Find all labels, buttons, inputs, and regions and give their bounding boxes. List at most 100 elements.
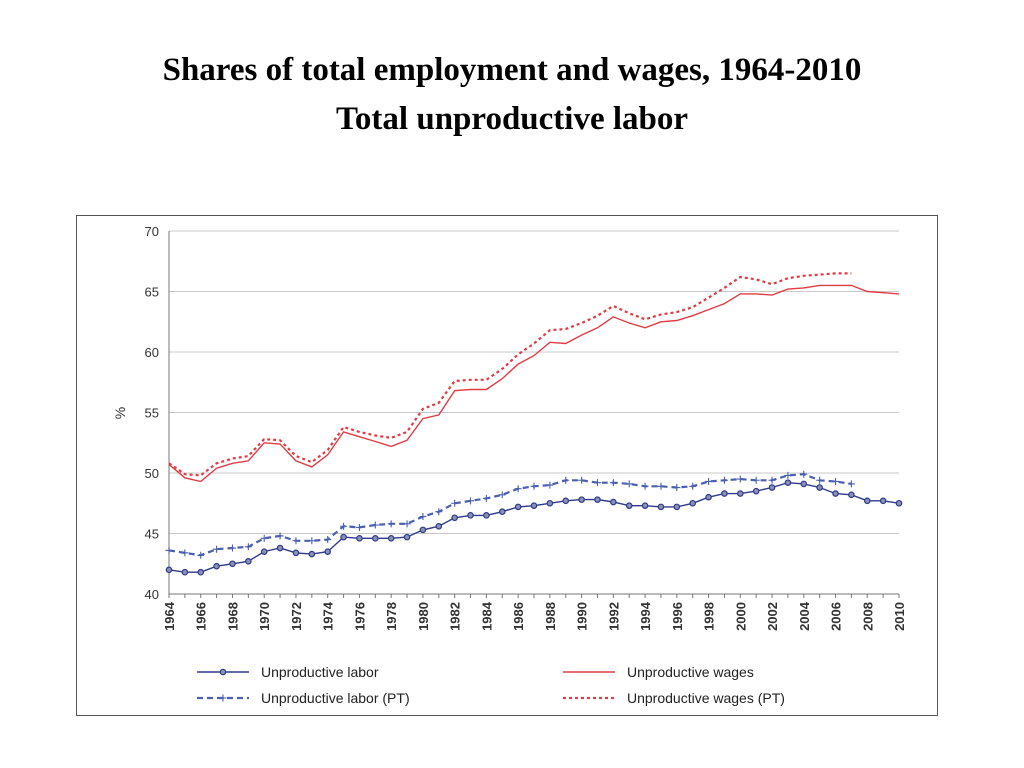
data-point — [435, 522, 443, 530]
data-point — [768, 484, 776, 491]
data-point — [895, 499, 903, 507]
data-point — [879, 497, 887, 505]
x-tick-label: 1990 — [575, 602, 590, 631]
data-point — [482, 494, 490, 502]
data-point — [419, 513, 427, 521]
data-point — [181, 549, 189, 557]
data-point — [419, 526, 427, 534]
series-line — [168, 473, 852, 557]
y-tick-label: 45 — [145, 527, 159, 542]
series-line — [168, 272, 852, 477]
grid-lines — [169, 230, 899, 534]
x-tick-label: 2000 — [733, 602, 748, 631]
data-point — [219, 668, 227, 676]
data-point — [228, 544, 236, 552]
data-point — [562, 497, 570, 505]
data-point — [784, 479, 792, 486]
y-tick-label: 60 — [145, 345, 159, 360]
legend-item: Unproductive labor — [197, 664, 379, 680]
data-point — [387, 520, 395, 528]
slide-subtitle: Total unproductive labor — [335, 101, 689, 137]
data-point — [752, 476, 760, 484]
data-point — [800, 480, 808, 488]
data-point — [768, 476, 776, 484]
x-tick-label: 1994 — [638, 601, 653, 631]
legend-label: Unproductive labor (PT) — [261, 690, 410, 706]
series-line — [168, 481, 900, 573]
legend-item: Unproductive labor (PT) — [197, 690, 410, 706]
data-point — [578, 496, 585, 503]
data-point — [800, 470, 808, 478]
x-tick-label: 1982 — [448, 602, 463, 631]
data-point — [260, 534, 268, 542]
data-point — [578, 476, 586, 484]
data-point — [593, 479, 601, 487]
line-chart: 40 45 50 55 60 65 70 1964 1966 1968 1970 1972 1974 19… — [112, 224, 907, 706]
data-point — [610, 498, 617, 506]
data-point — [403, 520, 411, 528]
data-point — [260, 548, 268, 555]
x-tick-label: 2002 — [765, 602, 780, 631]
chart-frame: 40 45 50 55 60 65 70 1964 1966 1968 1970 1972 1974 19… — [76, 215, 938, 716]
axes: 40 45 50 55 60 65 70 1964 1966 1968 1970 1972 1974 19… — [145, 224, 907, 631]
x-tick-label: 1986 — [511, 602, 526, 631]
x-tick-label: 1964 — [162, 601, 177, 631]
data-point — [308, 550, 316, 558]
data-point — [219, 694, 227, 702]
x-tick-label: 1972 — [289, 602, 304, 631]
series-lines — [168, 272, 900, 573]
data-point — [847, 480, 855, 488]
x-tick-label: 2008 — [860, 602, 875, 631]
legend-item: Unproductive wages (PT) — [563, 690, 785, 706]
legend-item: Unproductive wages — [563, 664, 754, 680]
data-point — [387, 535, 395, 542]
data-point — [324, 536, 332, 544]
y-tick-label: 65 — [145, 285, 159, 300]
y-tick-label: 70 — [145, 224, 159, 239]
data-point — [816, 484, 823, 491]
data-point — [594, 496, 601, 503]
data-point — [483, 512, 490, 519]
legend-label: Unproductive labor — [261, 664, 379, 680]
x-tick-label: 1980 — [416, 602, 431, 631]
data-point — [467, 497, 475, 505]
data-point — [292, 549, 300, 557]
data-point — [530, 482, 538, 490]
data-point — [340, 533, 347, 541]
data-point — [832, 477, 840, 485]
data-point — [181, 568, 189, 576]
data-point — [197, 551, 205, 559]
legend-label: Unproductive wages — [627, 664, 754, 680]
x-tick-label: 1992 — [606, 602, 621, 631]
data-point — [435, 508, 443, 516]
data-point — [355, 523, 363, 531]
data-point — [451, 499, 459, 507]
data-point — [514, 485, 522, 493]
data-point — [562, 476, 570, 484]
data-point — [308, 537, 316, 545]
x-tick-label: 1966 — [194, 602, 209, 631]
data-point — [657, 503, 665, 511]
data-point — [244, 543, 252, 551]
x-tick-label: 1978 — [384, 602, 399, 631]
data-point — [546, 499, 554, 507]
data-point — [403, 533, 411, 541]
data-point — [863, 497, 871, 505]
x-tick-label: 1976 — [352, 602, 367, 631]
y-tick-label: 55 — [145, 406, 159, 421]
series-markers — [165, 470, 903, 576]
legend-label: Unproductive wages (PT) — [627, 690, 785, 706]
data-point — [641, 502, 649, 509]
data-point — [451, 514, 458, 522]
y-tick-label: 50 — [145, 466, 159, 481]
data-point — [546, 481, 554, 489]
data-point — [498, 508, 506, 516]
x-tick-label: 1996 — [670, 602, 685, 631]
data-point — [705, 493, 712, 501]
data-point — [165, 546, 173, 554]
data-point — [832, 490, 839, 497]
x-tick-label: 1988 — [543, 602, 558, 631]
data-point — [197, 568, 205, 576]
data-point — [609, 479, 617, 487]
data-point — [213, 562, 220, 570]
